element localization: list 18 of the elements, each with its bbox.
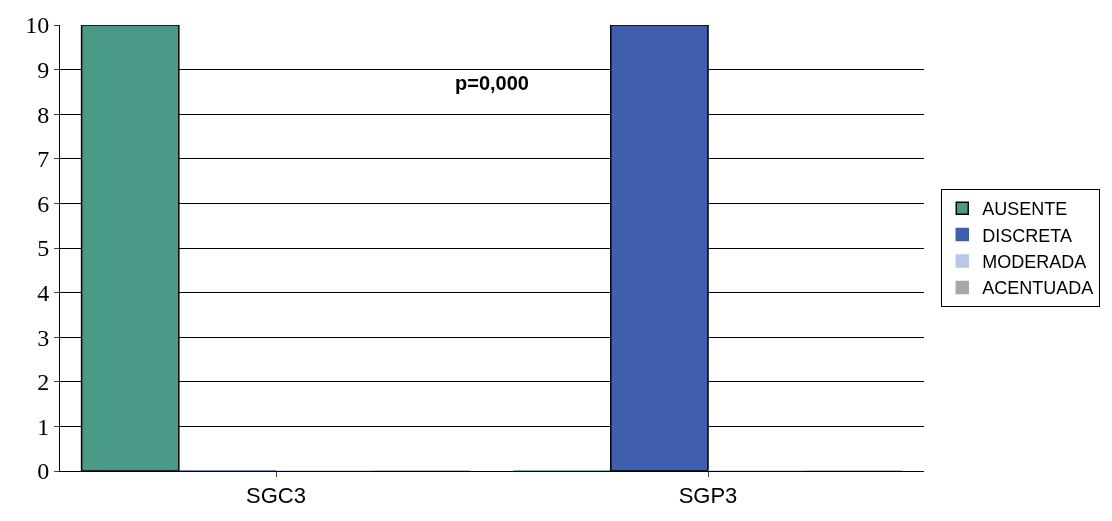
y-tick-label: 6 bbox=[37, 190, 50, 217]
y-tick-label: 2 bbox=[37, 369, 50, 396]
y-tick-label: 3 bbox=[37, 324, 50, 351]
y-tick-label: 7 bbox=[37, 146, 50, 173]
y-tick-label: 5 bbox=[37, 235, 50, 262]
x-tick-label: SGC3 bbox=[246, 483, 306, 509]
x-tick-label: SGP3 bbox=[678, 483, 738, 509]
legend-label: ACENTUADA bbox=[982, 278, 1094, 299]
y-tick-label: 9 bbox=[37, 57, 50, 83]
legend-label: DISCRETA bbox=[982, 225, 1072, 246]
y-tick-label: 4 bbox=[37, 280, 50, 306]
annotation: p=0,000 bbox=[455, 72, 529, 94]
y-tick-label: 10 bbox=[25, 12, 50, 39]
legend-label: MODERADA bbox=[982, 252, 1087, 273]
legend-label: AUSENTE bbox=[982, 199, 1068, 220]
y-tick-label: 0 bbox=[37, 458, 50, 485]
y-tick-label: 1 bbox=[37, 413, 50, 440]
y-tick-label: 8 bbox=[37, 101, 50, 128]
